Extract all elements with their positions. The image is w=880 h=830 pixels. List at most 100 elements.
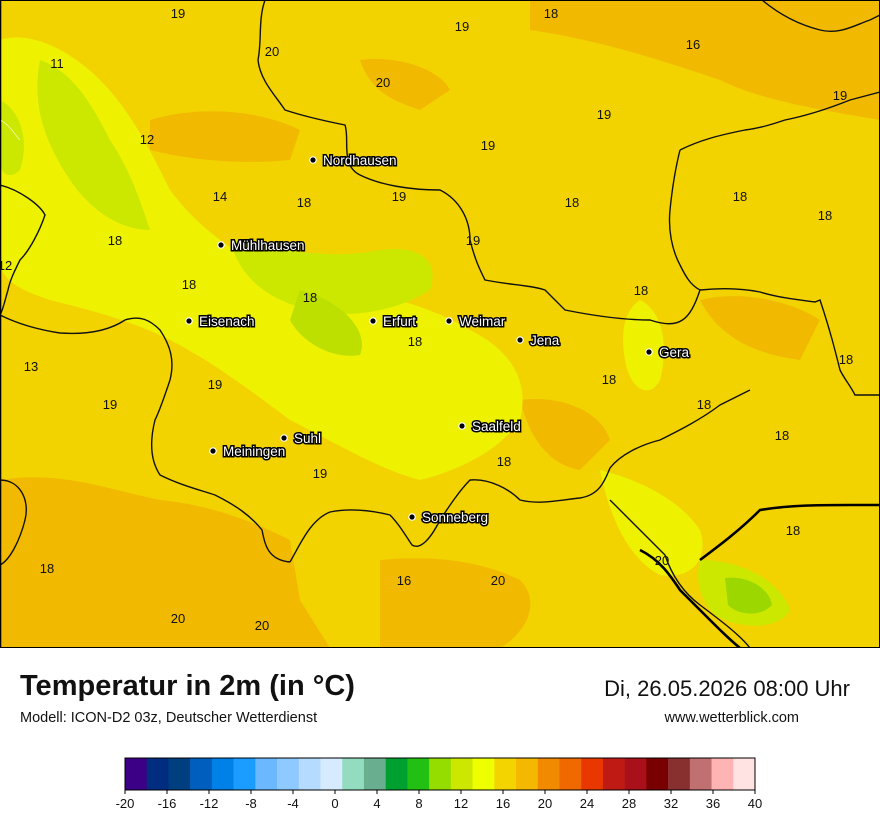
temperature-value: 18 — [303, 290, 317, 305]
river-lines — [0, 0, 880, 648]
legend-swatch — [581, 758, 604, 790]
legend-tick-label: 20 — [538, 796, 552, 811]
temperature-value: 18 — [786, 523, 800, 538]
legend-tick-label: -8 — [245, 796, 257, 811]
legend-tick-label: 12 — [454, 796, 468, 811]
legend-swatch — [602, 758, 625, 790]
legend-tick-label: 24 — [580, 796, 594, 811]
legend-tick-label: -20 — [116, 796, 135, 811]
temperature-value: 12 — [0, 258, 12, 273]
legend-swatch — [190, 758, 213, 790]
legend-swatch — [668, 758, 691, 790]
temperature-value: 18 — [544, 6, 558, 21]
legend-swatch — [537, 758, 560, 790]
temperature-value: 18 — [497, 454, 511, 469]
legend-tick-label: 16 — [496, 796, 510, 811]
legend-tick-label: 40 — [748, 796, 762, 811]
legend-swatch — [277, 758, 300, 790]
legend-tick-label: -4 — [287, 796, 299, 811]
legend-swatch — [472, 758, 495, 790]
temperature-value: 18 — [182, 277, 196, 292]
city-label: Erfurt — [383, 314, 416, 329]
temperature-value: 19 — [313, 466, 327, 481]
temperature-value: 18 — [839, 352, 853, 367]
legend-swatch — [233, 758, 256, 790]
city-dot — [445, 317, 453, 325]
city-dot — [217, 241, 225, 249]
temperature-value: 18 — [733, 189, 747, 204]
city-label: Eisenach — [199, 314, 255, 329]
legend-swatch — [646, 758, 669, 790]
color-legend: -20 -16 -12 -8 -4 0 4 8 12 16 20 24 28 32 36 40 — [116, 757, 762, 811]
temperature-value: 18 — [108, 233, 122, 248]
warm-areas — [0, 0, 880, 648]
legend-bar — [124, 757, 756, 791]
legend-swatch — [407, 758, 430, 790]
legend-tick-label: 4 — [373, 796, 380, 811]
city-dot — [185, 317, 193, 325]
temperature-value: 18 — [697, 397, 711, 412]
temperature-value: 20 — [171, 611, 185, 626]
district-lines — [0, 119, 21, 141]
city-label: Meiningen — [223, 444, 285, 459]
legend-tick-label: 0 — [331, 796, 338, 811]
temperature-value: 18 — [408, 334, 422, 349]
temperature-value: 20 — [255, 618, 269, 633]
city-label: Weimar — [459, 314, 506, 329]
temperature-value: 18 — [40, 561, 54, 576]
legend-swatch — [385, 758, 408, 790]
legend-tick-label: 36 — [706, 796, 720, 811]
legend-tick-label: -12 — [200, 796, 219, 811]
city-dot — [408, 513, 416, 521]
city-dot — [309, 156, 317, 164]
legend-swatch — [429, 758, 452, 790]
city-label: Mühlhausen — [231, 238, 305, 253]
website-link[interactable]: www.wetterblick.com — [664, 710, 799, 726]
temperature-value: 14 — [213, 189, 227, 204]
temperature-value: 13 — [24, 359, 38, 374]
legend-frame — [124, 757, 756, 791]
forecast-datetime: Di, 26.05.2026 08:00 Uhr — [604, 676, 850, 701]
temperature-value: 19 — [208, 377, 222, 392]
city-dot — [516, 336, 524, 344]
temperature-value: 19 — [481, 138, 495, 153]
legend-tick-label: 32 — [664, 796, 678, 811]
city-dot — [458, 422, 466, 430]
temperature-value: 12 — [140, 132, 154, 147]
temperature-value: 16 — [686, 37, 700, 52]
legend-swatch — [494, 758, 517, 790]
legend-swatch — [624, 758, 647, 790]
legend-ticks: -20 -16 -12 -8 -4 0 4 8 12 16 20 24 28 32 36 40 — [116, 790, 762, 811]
temperature-value: 18 — [775, 428, 789, 443]
temperature-map: 19 18 19 16 11 20 20 19 19 12 19 14 18 19 18 18 18 18 19 12… — [0, 0, 880, 648]
legend-swatch — [125, 758, 148, 790]
temperature-value: 19 — [455, 19, 469, 34]
temperature-value: 18 — [818, 208, 832, 223]
city-dot — [209, 447, 217, 455]
temperature-value: 19 — [392, 189, 406, 204]
legend-swatch — [711, 758, 734, 790]
legend-tick-label: -16 — [158, 796, 177, 811]
legend-swatch — [255, 758, 278, 790]
legend-swatch — [733, 758, 756, 790]
temperature-value: 18 — [634, 283, 648, 298]
legend-swatch — [689, 758, 712, 790]
legend-swatch — [168, 758, 191, 790]
temperature-value: 18 — [602, 372, 616, 387]
temperature-value: 18 — [565, 195, 579, 210]
city-label: Sonneberg — [422, 510, 488, 525]
city-dot — [280, 434, 288, 442]
temperature-value: 19 — [833, 88, 847, 103]
city-markers: Nordhausen Mühlhausen Eisenach Erfurt Weimar… — [185, 152, 691, 527]
region-borders — [0, 0, 880, 648]
temperature-map-svg: 19 18 19 16 11 20 20 19 19 12 19 14 18 19 18 18 18 18 19 12… — [0, 0, 880, 648]
temperature-value: 18 — [530, 334, 544, 349]
temperature-value: 19 — [466, 233, 480, 248]
legend-swatch — [363, 758, 386, 790]
city-dot — [645, 348, 653, 356]
legend-tick-label: 8 — [415, 796, 422, 811]
city-label: Saalfeld — [472, 419, 521, 434]
city-label: Nordhausen — [323, 153, 397, 168]
legend-swatch — [320, 758, 343, 790]
model-info: Modell: ICON-D2 03z, Deutscher Wetterdie… — [20, 710, 318, 726]
